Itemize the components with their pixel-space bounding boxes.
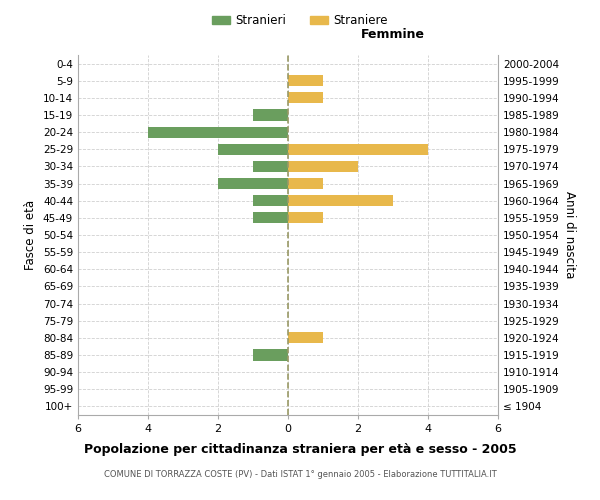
Bar <box>288 332 323 344</box>
Bar <box>288 161 358 172</box>
Bar <box>218 178 288 189</box>
Text: Popolazione per cittadinanza straniera per età e sesso - 2005: Popolazione per cittadinanza straniera p… <box>83 442 517 456</box>
Bar <box>288 144 428 155</box>
Bar <box>253 110 288 120</box>
Bar <box>218 144 288 155</box>
Bar <box>288 195 393 206</box>
Text: Femmine: Femmine <box>361 28 425 40</box>
Y-axis label: Anni di nascita: Anni di nascita <box>563 192 576 278</box>
Y-axis label: Fasce di età: Fasce di età <box>25 200 37 270</box>
Legend: Stranieri, Straniere: Stranieri, Straniere <box>208 11 392 31</box>
Bar <box>288 92 323 104</box>
Bar <box>253 161 288 172</box>
Bar <box>253 195 288 206</box>
Bar <box>253 350 288 360</box>
Bar <box>253 212 288 224</box>
Text: COMUNE DI TORRAZZA COSTE (PV) - Dati ISTAT 1° gennaio 2005 - Elaborazione TUTTIT: COMUNE DI TORRAZZA COSTE (PV) - Dati IST… <box>104 470 496 479</box>
Bar <box>288 75 323 86</box>
Bar <box>288 178 323 189</box>
Bar <box>288 212 323 224</box>
Bar <box>148 126 288 138</box>
